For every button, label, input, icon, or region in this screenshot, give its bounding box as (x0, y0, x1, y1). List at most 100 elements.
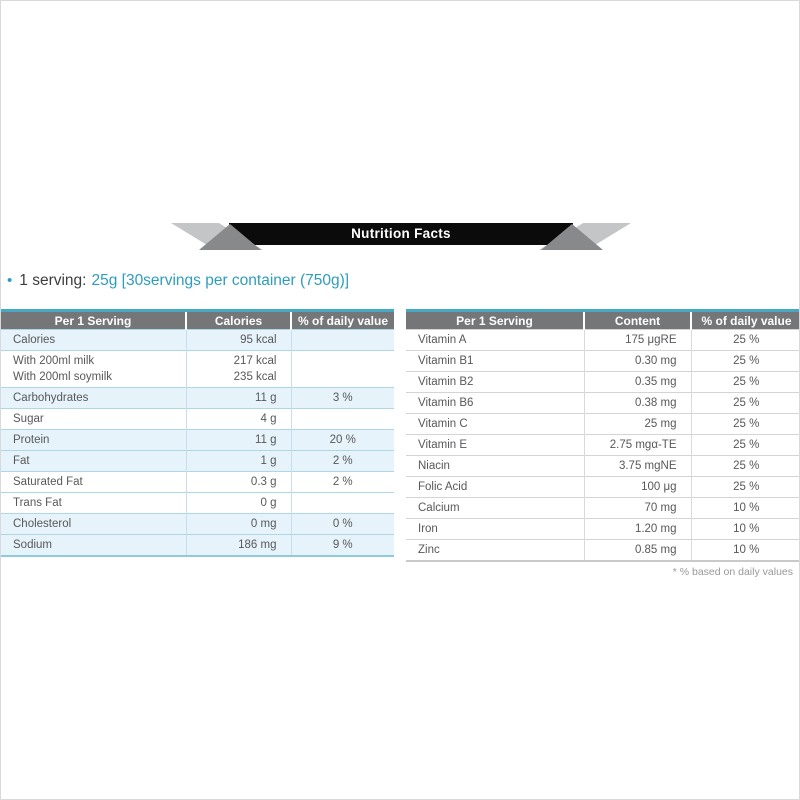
column-header-per-serving: Per 1 Serving (1, 310, 186, 330)
table-row: With 200ml milk With 200ml soymilk 217 kca… (1, 350, 394, 388)
cell-name: Trans Fat (1, 492, 186, 514)
cell-value: 25 mg (583, 413, 691, 435)
cell-name: With 200ml milk With 200ml soymilk (1, 350, 186, 388)
table-row: Protein 11 g 20 % (1, 429, 394, 451)
ribbon-right (531, 223, 631, 250)
table-row: Trans Fat 0 g (1, 492, 394, 514)
cell-value: 100 μg (583, 476, 691, 498)
table-row: Vitamin A 175 μgRE 25 % (406, 329, 799, 351)
cell-value: 217 kcal 235 kcal (185, 350, 291, 388)
table-body: Vitamin A 175 μgRE 25 % Vitamin B1 0.30 mg 25… (406, 329, 799, 561)
cell-name: Vitamin A (406, 329, 584, 351)
cell-value: 1 g (185, 450, 291, 472)
cell-dv: 10 % (690, 539, 799, 561)
cell-name: Protein (1, 429, 186, 451)
table-row: Sodium 186 mg 9 % (1, 534, 394, 556)
cell-dv: 25 % (690, 455, 799, 477)
cell-name: Vitamin B6 (406, 392, 584, 414)
cell-name: Calcium (406, 497, 584, 519)
cell-dv: 2 % (290, 471, 394, 493)
table-header-row: Per 1 Serving Content % of daily value (406, 310, 799, 330)
cell-dv: 25 % (690, 350, 799, 372)
nutrition-table-macros: Per 1 Serving Calories % of daily value … (1, 309, 394, 557)
table-row: Vitamin B1 0.30 mg 25 % (406, 350, 799, 372)
table-body: Calories 95 kcal With 200ml milk With 200ml… (1, 329, 394, 556)
cell-value: 186 mg (185, 534, 291, 556)
cell-value: 0 g (185, 492, 291, 514)
cell-value: 0.85 mg (583, 539, 691, 561)
cell-value: 175 μgRE (583, 329, 691, 351)
cell-name: Sodium (1, 534, 186, 556)
cell-dv: 25 % (690, 371, 799, 393)
table-row: Folic Acid 100 μg 25 % (406, 476, 799, 498)
column-header-content: Content (583, 310, 691, 330)
cell-value: 4 g (185, 408, 291, 430)
cell-dv: 25 % (690, 434, 799, 456)
column-header-calories: Calories (185, 310, 291, 330)
cell-name: Zinc (406, 539, 584, 561)
cell-name: Carbohydrates (1, 387, 186, 409)
cell-value: 11 g (185, 429, 291, 451)
table-row: Iron 1.20 mg 10 % (406, 518, 799, 540)
cell-dv: 25 % (690, 413, 799, 435)
table-row: Niacin 3.75 mgNE 25 % (406, 455, 799, 477)
cell-dv (290, 350, 394, 388)
serving-line: • 1 serving: 25g [30servings per container… (7, 272, 349, 290)
cell-name: Vitamin B1 (406, 350, 584, 372)
table-row: Vitamin E 2.75 mgα-TE 25 % (406, 434, 799, 456)
cell-name: Calories (1, 329, 186, 351)
cell-name: Vitamin B2 (406, 371, 584, 393)
column-header-daily-value: % of daily value (290, 310, 394, 330)
cell-name: Niacin (406, 455, 584, 477)
cell-dv: 10 % (690, 497, 799, 519)
cell-name: Sugar (1, 408, 186, 430)
cell-value: 0 mg (185, 513, 291, 535)
table-row: Vitamin C 25 mg 25 % (406, 413, 799, 435)
cell-value: 95 kcal (185, 329, 291, 351)
cell-name: Iron (406, 518, 584, 540)
cell-value: 0.30 mg (583, 350, 691, 372)
cell-name: Vitamin E (406, 434, 584, 456)
cell-dv (290, 408, 394, 430)
table-row: Calcium 70 mg 10 % (406, 497, 799, 519)
cell-name: Cholesterol (1, 513, 186, 535)
serving-label: 1 serving: (19, 272, 87, 289)
table-row: Calories 95 kcal (1, 329, 394, 351)
ribbon-left (171, 223, 271, 250)
cell-value: 1.20 mg (583, 518, 691, 540)
column-header-daily-value: % of daily value (690, 310, 799, 330)
cell-name: Fat (1, 450, 186, 472)
cell-dv: 20 % (290, 429, 394, 451)
table-row: Vitamin B2 0.35 mg 25 % (406, 371, 799, 393)
cell-dv: 25 % (690, 329, 799, 351)
cell-dv: 25 % (690, 392, 799, 414)
cell-name: Saturated Fat (1, 471, 186, 493)
cell-name: Folic Acid (406, 476, 584, 498)
cell-dv (290, 329, 394, 351)
column-header-per-serving: Per 1 Serving (406, 310, 584, 330)
cell-value: 0.35 mg (583, 371, 691, 393)
nutrition-facts-banner-title: Nutrition Facts (229, 223, 573, 245)
cell-value: 11 g (185, 387, 291, 409)
table-row: Cholesterol 0 mg 0 % (1, 513, 394, 535)
cell-value: 2.75 mgα-TE (583, 434, 691, 456)
footnote: * % based on daily values (672, 566, 793, 578)
cell-name: Vitamin C (406, 413, 584, 435)
table-header-row: Per 1 Serving Calories % of daily value (1, 310, 394, 330)
cell-dv: 9 % (290, 534, 394, 556)
cell-value: 0.3 g (185, 471, 291, 493)
cell-value: 0.38 mg (583, 392, 691, 414)
cell-dv (290, 492, 394, 514)
cell-value: 70 mg (583, 497, 691, 519)
cell-dv: 2 % (290, 450, 394, 472)
table-row: Sugar 4 g (1, 408, 394, 430)
nutrition-table-vitamins: Per 1 Serving Content % of daily value V… (406, 309, 799, 562)
bullet-icon: • (7, 272, 13, 289)
table-row: Vitamin B6 0.38 mg 25 % (406, 392, 799, 414)
table-row: Zinc 0.85 mg 10 % (406, 539, 799, 561)
cell-dv: 0 % (290, 513, 394, 535)
cell-value: 3.75 mgNE (583, 455, 691, 477)
